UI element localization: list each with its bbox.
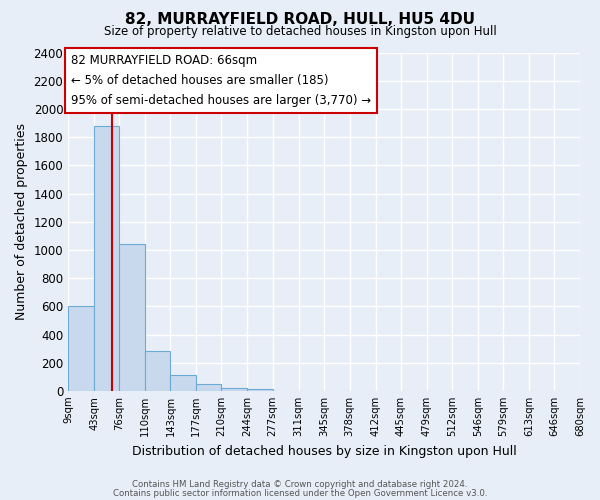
Bar [170, 374, 196, 391]
Text: 82, MURRAYFIELD ROAD, HULL, HU5 4DU: 82, MURRAYFIELD ROAD, HULL, HU5 4DU [125, 12, 475, 28]
Bar [94, 126, 119, 391]
Bar [68, 306, 94, 391]
Bar [221, 388, 247, 391]
Bar [247, 389, 272, 391]
X-axis label: Distribution of detached houses by size in Kingston upon Hull: Distribution of detached houses by size … [132, 444, 517, 458]
Text: Contains HM Land Registry data © Crown copyright and database right 2024.: Contains HM Land Registry data © Crown c… [132, 480, 468, 489]
Bar [145, 352, 170, 391]
Bar [119, 244, 145, 391]
Y-axis label: Number of detached properties: Number of detached properties [15, 123, 28, 320]
Text: Size of property relative to detached houses in Kingston upon Hull: Size of property relative to detached ho… [104, 25, 496, 38]
Text: Contains public sector information licensed under the Open Government Licence v3: Contains public sector information licen… [113, 488, 487, 498]
Text: 82 MURRAYFIELD ROAD: 66sqm
← 5% of detached houses are smaller (185)
95% of semi: 82 MURRAYFIELD ROAD: 66sqm ← 5% of detac… [71, 54, 371, 107]
Bar [196, 384, 221, 391]
